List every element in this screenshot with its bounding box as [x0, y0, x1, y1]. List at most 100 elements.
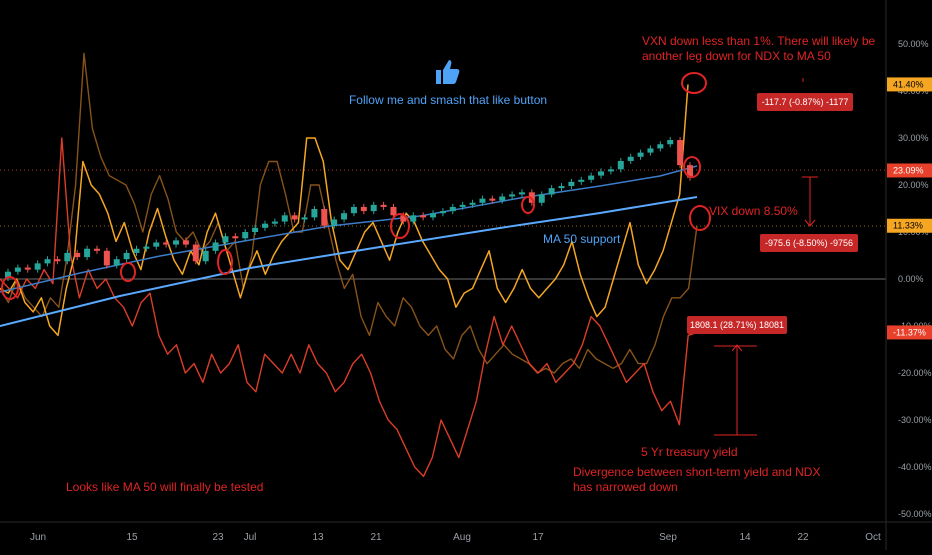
- candle-body: [14, 267, 21, 272]
- x-tick-label: Jun: [30, 532, 46, 543]
- candle-body: [5, 271, 11, 278]
- candle-body: [232, 236, 239, 239]
- yield-measure-label: 1808.1 (28.71%) 18081: [690, 320, 784, 330]
- x-tick-label: 14: [739, 532, 751, 543]
- yield-annotation: 5 Yr treasury yield: [641, 445, 738, 459]
- candle-body: [578, 179, 585, 182]
- price-tag: [887, 77, 932, 92]
- y-tick-label: -30.00%: [898, 415, 932, 425]
- vix-line: [0, 52, 698, 374]
- y-tick-label: 20.00%: [898, 180, 929, 190]
- candle-body: [430, 213, 437, 218]
- y-tick-label: 30.00%: [898, 133, 929, 143]
- candle-body: [281, 215, 288, 222]
- candle-body: [647, 148, 654, 153]
- price-tag-label: 23.09%: [893, 165, 924, 175]
- candle-body: [449, 206, 456, 212]
- candle-body: [509, 194, 516, 197]
- measure-arrow: [731, 344, 743, 352]
- ma50-annotation: MA 50 support: [543, 232, 621, 246]
- candle-body: [192, 244, 199, 262]
- ma50-test-annotation: Looks like MA 50 will finally be tested: [66, 480, 263, 494]
- candle-body: [182, 240, 189, 245]
- candle-body: [212, 242, 219, 251]
- x-tick-label: 13: [312, 532, 324, 543]
- highlight-circle: [683, 156, 701, 178]
- candle-body: [469, 202, 476, 205]
- candle-body: [568, 181, 575, 187]
- vix-annotation: VIX down 8.50%: [709, 204, 798, 218]
- ma50-line: [0, 196, 698, 327]
- candle-body: [311, 209, 318, 218]
- candle-body: [667, 140, 674, 145]
- price-tag: [887, 218, 932, 233]
- x-tick-label: Jul: [244, 532, 257, 543]
- y-tick-label: 50.00%: [898, 39, 929, 49]
- candle-body: [123, 252, 130, 260]
- x-tick-label: 17: [532, 532, 544, 543]
- divergence-annotation-line1: Divergence between short-term yield and …: [573, 465, 820, 479]
- thumbs-up-icon: [436, 60, 460, 84]
- candle-body: [153, 242, 160, 247]
- candle-body: [331, 219, 338, 226]
- candle-body: [489, 198, 496, 201]
- candle-body: [588, 175, 595, 180]
- candle-body: [410, 215, 417, 222]
- candle-body: [34, 263, 41, 270]
- x-tick-label: 22: [797, 532, 809, 543]
- candle-body: [271, 221, 278, 224]
- yield-line: [0, 137, 698, 478]
- candle-body: [113, 259, 120, 266]
- candle-body: [538, 194, 545, 203]
- candle-body: [459, 204, 466, 207]
- candle-body: [499, 196, 506, 201]
- vxn-line: [0, 84, 689, 337]
- candle-body: [341, 213, 348, 220]
- candle-body: [350, 206, 357, 214]
- candle-body: [301, 217, 308, 220]
- candle-body: [173, 240, 180, 245]
- candle-body: [64, 252, 71, 262]
- candle-body: [74, 252, 81, 258]
- candle-body: [252, 227, 259, 233]
- candle-body: [420, 215, 427, 218]
- highlight-circle: [1, 276, 19, 300]
- highlight-circle: [390, 213, 410, 239]
- divergence-annotation-line2: has narrowed down: [573, 480, 678, 494]
- candle-body: [627, 156, 634, 161]
- candle-body: [143, 246, 150, 249]
- candle-body: [390, 206, 397, 216]
- price-tag-label: -11.37%: [893, 327, 926, 337]
- candle-body: [518, 192, 525, 195]
- candle-body: [558, 186, 565, 189]
- measure-arrow: [804, 219, 816, 227]
- candle-body: [657, 144, 664, 149]
- vxn-annotation-line2: another leg down for NDX to MA 50: [642, 49, 831, 63]
- highlight-circle: [120, 262, 136, 282]
- highlight-circle: [681, 72, 707, 94]
- candle-body: [44, 259, 51, 264]
- y-tick-label: 0.00%: [898, 274, 924, 284]
- x-tick-label: Aug: [453, 532, 471, 543]
- highlight-circle: [689, 205, 711, 231]
- vxn-measure-label: -117.7 (-0.87%) -1177: [762, 97, 849, 107]
- candle-body: [607, 169, 614, 172]
- ma-short-line: [0, 165, 698, 293]
- candle-body: [84, 248, 91, 258]
- x-tick-label: Sep: [659, 532, 677, 543]
- candle-body: [617, 160, 624, 170]
- price-tag: [887, 325, 932, 340]
- vix-measure-label: -975.6 (-8.50%) -9756: [765, 238, 853, 248]
- x-tick-label: 15: [126, 532, 138, 543]
- candle-body: [479, 198, 486, 203]
- price-tag-label: 41.40%: [893, 79, 924, 89]
- candle-body: [242, 232, 249, 239]
- measure-box: [757, 93, 853, 111]
- candle-body: [548, 188, 555, 195]
- like-annotation: Follow me and smash that like button: [349, 93, 547, 107]
- y-tick-label: -50.00%: [898, 509, 932, 519]
- price-tag: [887, 163, 932, 178]
